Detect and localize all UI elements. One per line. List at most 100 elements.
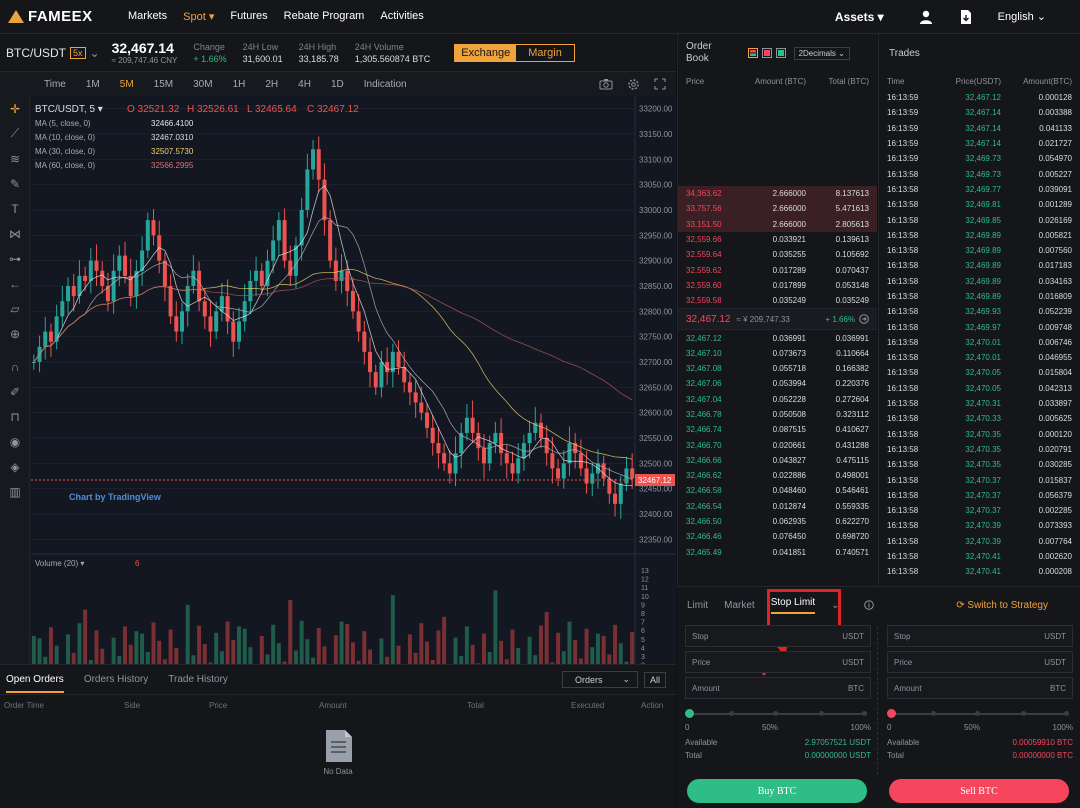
arrow-right-circle-icon[interactable] (859, 314, 869, 325)
sell-price-input[interactable]: Price USDT (887, 651, 1073, 673)
info-icon[interactable] (863, 600, 874, 610)
trash-icon[interactable]: ▥ (9, 484, 21, 499)
nav-spot[interactable]: Spot ▾ (183, 11, 215, 23)
magnet-icon[interactable]: ∩ (10, 359, 20, 374)
bid-row[interactable]: 32,467.10 0.073673 0.110664 (686, 348, 869, 358)
y-tick-label: 32750.00 (639, 333, 673, 342)
nav-futures[interactable]: Futures (230, 10, 268, 22)
sell-stop-input[interactable]: Stop USDT (887, 625, 1073, 647)
bid-row[interactable]: 32,466.58 0.048460 0.546461 (686, 486, 869, 496)
buy-amount-input[interactable]: Amount BTC (685, 677, 871, 699)
bid-row[interactable]: 32,466.50 0.062935 0.622270 (686, 517, 869, 527)
margin-tab[interactable]: Margin (528, 46, 562, 59)
book-both-icon[interactable] (747, 48, 758, 58)
sell-amount-input[interactable]: Amount BTC (887, 677, 1073, 699)
user-icon[interactable] (918, 9, 934, 25)
sell-slider-knob[interactable] (887, 709, 896, 718)
interval-1m[interactable]: 1M (85, 78, 100, 90)
bid-row[interactable]: 32,467.04 0.052228 0.272604 (686, 394, 869, 404)
book-asks-icon[interactable] (761, 48, 772, 58)
interval-2h[interactable]: 2H (265, 78, 279, 90)
interval-1d[interactable]: 1D (330, 78, 344, 90)
candle-body (584, 468, 589, 484)
candle-body (561, 463, 566, 479)
bid-row[interactable]: 32,467.06 0.053994 0.220376 (686, 379, 869, 389)
ask-row[interactable]: 33,757.56 2.666000 5.471613 (678, 201, 877, 217)
nav-markets[interactable]: Markets (128, 10, 168, 22)
exchange-tab[interactable]: Exchange (455, 44, 517, 61)
interval-15m[interactable]: 15M (153, 78, 174, 90)
ask-row[interactable]: 32,559.62 0.017289 0.070437 (686, 265, 869, 275)
bid-row[interactable]: 32,467.08 0.055718 0.166382 (686, 364, 869, 374)
buy-price-input[interactable]: Price USDT (685, 651, 871, 673)
fullscreen-icon[interactable] (654, 78, 666, 90)
interval-4h[interactable]: 4H (298, 78, 311, 90)
tab-trade-history[interactable]: Trade History (168, 674, 228, 685)
nav-rebate-program[interactable]: Rebate Program (283, 10, 365, 22)
buy-slider-knob[interactable] (685, 709, 694, 718)
all-button[interactable]: All (643, 671, 666, 688)
bid-row[interactable]: 32,466.46 0.076450 0.698720 (686, 532, 869, 542)
text-icon[interactable]: T (11, 201, 19, 216)
buy-amount-slider[interactable] (685, 707, 871, 721)
bid-row[interactable]: 32,466.54 0.012874 0.559335 (686, 501, 869, 511)
sell-amount-slider[interactable] (887, 707, 1073, 721)
tab-orders-history[interactable]: Orders History (83, 674, 149, 685)
ask-row[interactable]: 32,559.64 0.035255 0.105692 (686, 250, 869, 260)
ask-row[interactable]: 34,363.62 2.666000 8.137613 (678, 186, 877, 202)
brush-icon[interactable]: ✎ (9, 176, 21, 191)
tab-stop-limit[interactable]: Stop Limit (770, 597, 816, 614)
lock-drawing-icon[interactable]: ✐ (9, 384, 21, 399)
decimals-select[interactable]: 2Decimals ⌄ (793, 46, 850, 60)
ask-row[interactable]: 33,151.50 2.666000 2.805613 (678, 216, 877, 232)
book-bids-icon[interactable] (775, 48, 786, 58)
tab-limit[interactable]: Limit (687, 599, 709, 611)
bid-row[interactable]: 32,466.62 0.022886 0.498001 (686, 471, 869, 481)
layers-icon[interactable]: ◈ (10, 459, 20, 474)
switch-to-strategy-link[interactable]: ⟳ Switch to Strategy (956, 599, 1048, 611)
eye-icon[interactable]: ◉ (9, 434, 21, 449)
lock-icon[interactable]: ⊓ (10, 409, 20, 424)
fameex-logo[interactable]: FAMEEX (8, 8, 128, 25)
assets-menu[interactable]: Assets ▾ (834, 9, 884, 24)
back-icon[interactable]: ← (9, 276, 21, 291)
nav-activities[interactable]: Activities (380, 10, 424, 22)
pair-selector[interactable]: BTC/USDT 5x ⌄ (6, 46, 100, 60)
indication-button[interactable]: Indication (363, 78, 407, 90)
line-icon[interactable]: ⟋ (10, 126, 20, 140)
download-icon[interactable] (958, 9, 974, 25)
ask-row[interactable]: 32,559.60 0.017899 0.053148 (686, 280, 869, 290)
tab-open-orders[interactable]: Open Orders (6, 674, 64, 693)
price-chart[interactable]: 33200.00 33150.00 33100.00 33050.00 33000.00… (31, 96, 675, 698)
gear-icon[interactable] (627, 78, 640, 91)
candlestick-chart-svg[interactable]: 33200.00 33150.00 33100.00 33050.00 33000.00… (31, 96, 675, 698)
ask-row[interactable]: 32,559.58 0.035249 0.035249 (686, 296, 869, 306)
bid-row[interactable]: 32,466.70 0.020661 0.431288 (686, 440, 869, 450)
interval-5m[interactable]: 5M (119, 78, 134, 90)
pattern-icon[interactable]: ⋈ (9, 226, 21, 241)
language-selector[interactable]: English ⌄ (997, 11, 1046, 23)
chevron-down-icon[interactable]: ⌄ (831, 599, 840, 611)
orders-select[interactable]: Orders ⌄ (561, 671, 638, 688)
sell-available: 0.00059910 BTC (1012, 738, 1074, 747)
ask-row[interactable]: 32,559.66 0.033921 0.139613 (686, 235, 869, 245)
measure-icon[interactable]: ⊶ (9, 251, 21, 266)
bid-row[interactable]: 32,466.78 0.050508 0.323112 (686, 410, 869, 419)
interval-30m[interactable]: 30M (193, 78, 213, 90)
tab-market[interactable]: Market (724, 599, 755, 611)
buy-btc-button[interactable]: Buy BTC (687, 779, 867, 803)
bid-row[interactable]: 32,465.49 0.041851 0.740571 (686, 547, 869, 557)
sell-btc-button[interactable]: Sell BTC (889, 779, 1069, 803)
volume-bar (567, 621, 572, 676)
bid-row[interactable]: 32,466.66 0.043827 0.475115 (686, 455, 869, 465)
ruler-icon[interactable]: ▱ (10, 301, 20, 316)
bid-row[interactable]: 32,467.12 0.036991 0.036991 (686, 333, 869, 343)
camera-icon[interactable] (599, 78, 613, 90)
interval-time[interactable]: Time (44, 78, 66, 90)
bid-row[interactable]: 32,466.74 0.087515 0.410627 (686, 425, 869, 435)
fib-icon[interactable]: ≋ (9, 151, 21, 166)
zoom-icon[interactable]: ⊕ (9, 326, 21, 341)
interval-1h[interactable]: 1H (232, 78, 246, 90)
buy-stop-input[interactable]: Stop USDT (685, 625, 871, 647)
crosshair-icon[interactable]: ✛ (9, 101, 21, 116)
